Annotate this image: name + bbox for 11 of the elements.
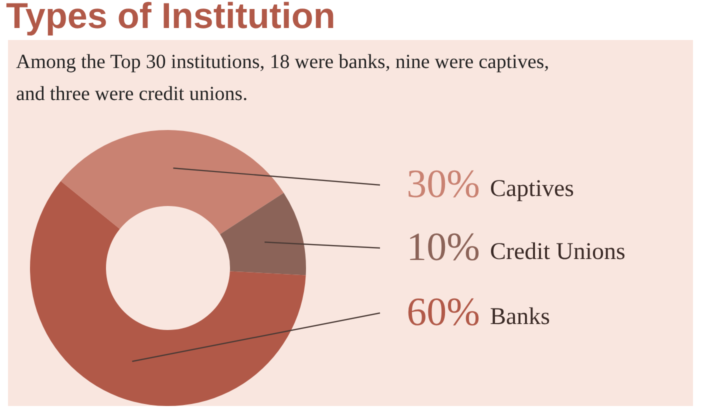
data-label: 60% bbox=[406, 289, 480, 334]
slice-label: Captives bbox=[490, 176, 574, 202]
chart-subtitle: Among the Top 30 institutions, 18 were banks, nine were captives, and three were credit unions. bbox=[16, 51, 550, 105]
donut-slice bbox=[60, 130, 284, 234]
donut-slice bbox=[30, 181, 306, 406]
chart-title: Types of Institution bbox=[6, 0, 336, 36]
donut-slice bbox=[220, 192, 306, 276]
data-label: 30% bbox=[406, 161, 480, 206]
slice-label: Banks bbox=[490, 304, 550, 330]
slice-label: Credit Unions bbox=[490, 239, 626, 265]
data-label: 10% bbox=[406, 224, 480, 269]
